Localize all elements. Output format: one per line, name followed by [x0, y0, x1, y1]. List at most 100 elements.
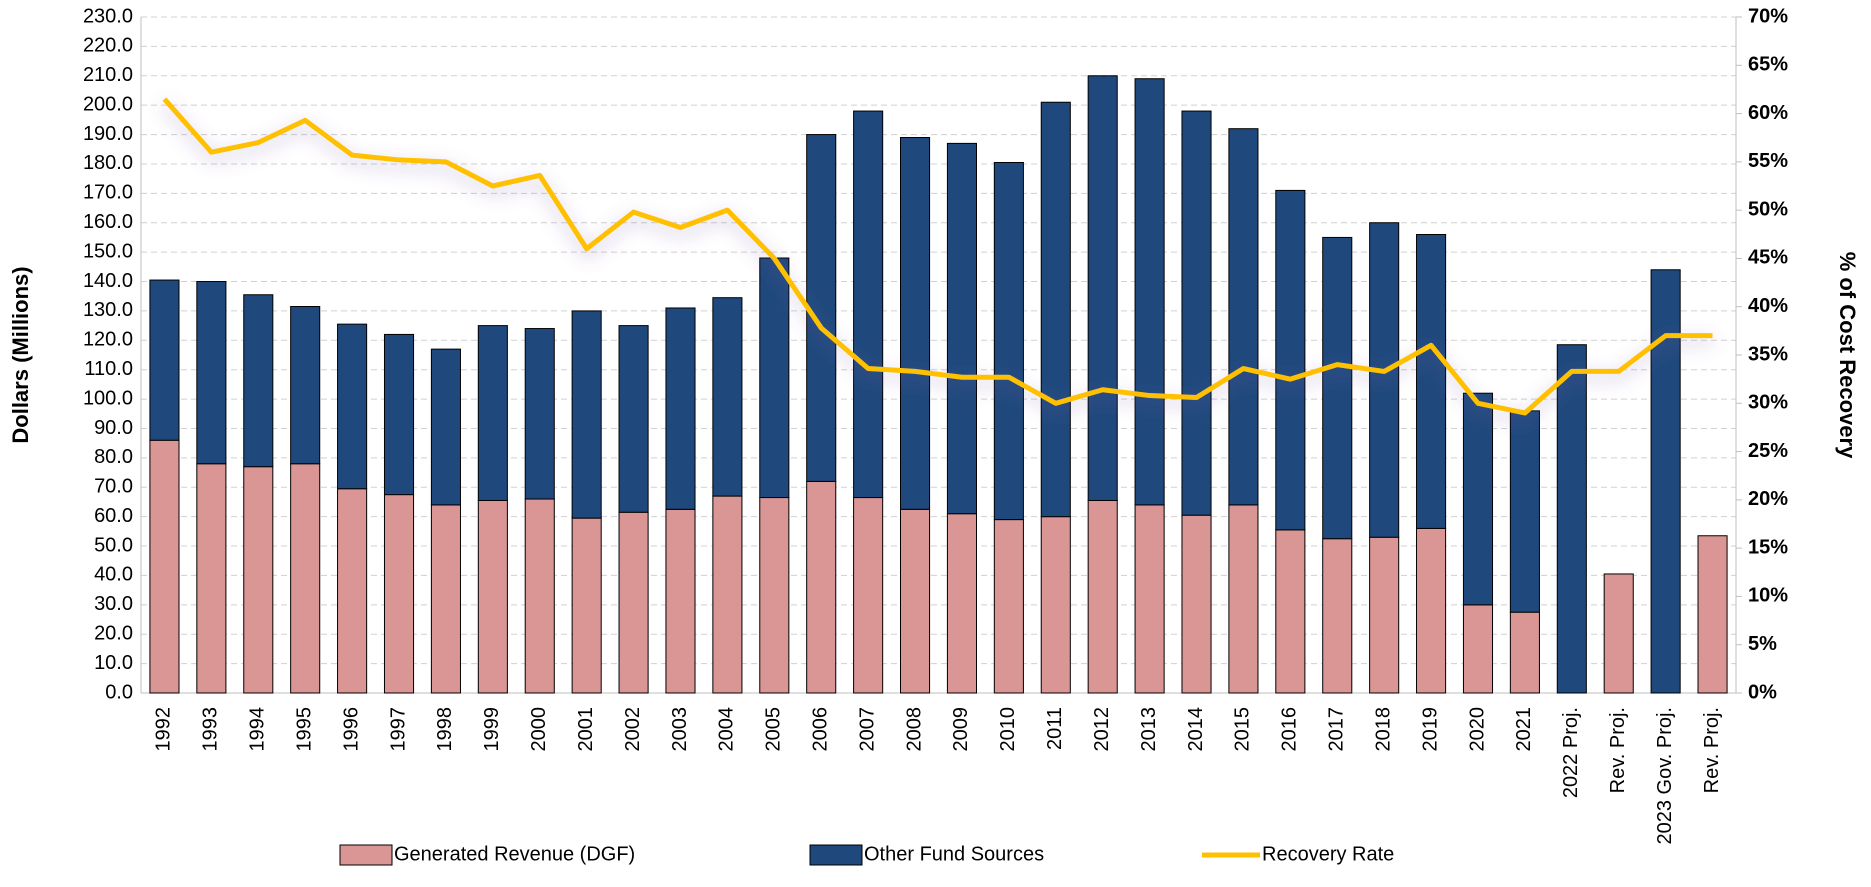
y-tick-label: 160.0: [83, 211, 133, 233]
bar-segment: [900, 137, 931, 510]
y-axis-title: Dollars (Millions): [8, 266, 33, 443]
bar-segment: [337, 323, 368, 490]
bar-segment: [477, 499, 508, 694]
y-tick-label: 220.0: [83, 35, 133, 57]
x-tick-label: 1995: [293, 707, 315, 752]
y-tick-label: 90.0: [94, 417, 133, 439]
bar-segment: [806, 480, 837, 694]
bar-segment: [524, 328, 555, 500]
bar-segment: [290, 306, 321, 465]
y2-tick-label: 10%: [1748, 585, 1788, 607]
y-tick-label: 230.0: [83, 5, 133, 27]
bar-segment: [806, 134, 837, 482]
y2-tick-label: 5%: [1748, 633, 1777, 655]
x-tick-label: 1998: [434, 707, 456, 752]
x-tick-label: 2023 Gov. Proj.: [1654, 707, 1676, 844]
bar-segment: [196, 463, 227, 694]
x-tick-label: 1999: [481, 707, 503, 752]
x-tick-label: 2012: [1091, 707, 1113, 752]
bar-segment: [618, 325, 649, 513]
bar-segment: [1556, 344, 1587, 694]
y-tick-label: 40.0: [94, 564, 133, 586]
x-tick-label: Rev. Proj.: [1607, 707, 1629, 793]
x-tick-label: Rev. Proj.: [1701, 707, 1723, 793]
y-tick-label: 100.0: [83, 387, 133, 409]
bar-segment: [1509, 410, 1540, 613]
bar-segment: [712, 297, 743, 497]
y-tick-label: 170.0: [83, 182, 133, 204]
legend-swatch: [339, 844, 393, 866]
y-tick-label: 200.0: [83, 93, 133, 115]
bar-segment: [337, 488, 368, 694]
bar-segment: [1181, 110, 1212, 516]
bar-segment: [1416, 233, 1447, 529]
x-tick-label: 2016: [1279, 707, 1301, 752]
bar-segment: [618, 511, 649, 694]
x-tick-label: 1994: [247, 707, 269, 752]
y-tick-label: 110.0: [84, 358, 133, 380]
bar-segment: [1087, 499, 1118, 694]
bar-segment: [1697, 535, 1728, 694]
bar-segment: [853, 497, 884, 694]
y-tick-label: 10.0: [94, 652, 133, 674]
bar-segment: [1369, 222, 1400, 538]
y2-tick-label: 50%: [1748, 198, 1788, 220]
bar-segment: [853, 110, 884, 499]
bar-segment: [1322, 236, 1353, 540]
bar-segment: [946, 513, 977, 694]
bar-segment: [1462, 604, 1494, 694]
bar-segment: [665, 508, 696, 694]
bar-segment: [759, 497, 790, 694]
y-tick-label: 210.0: [83, 64, 133, 86]
bar-segment: [571, 517, 602, 694]
x-tick-label: 2014: [1185, 707, 1207, 752]
x-tick-label: 2007: [856, 707, 878, 752]
bar-segment: [196, 281, 227, 465]
bar-segment: [1509, 611, 1540, 694]
bar-segment: [243, 294, 274, 468]
y2-tick-label: 25%: [1748, 440, 1788, 462]
bar-segment: [1181, 514, 1212, 694]
y-tick-label: 180.0: [83, 152, 133, 174]
bar-segment: [149, 439, 180, 694]
bar-segment: [993, 519, 1024, 694]
bar-segment: [1134, 504, 1165, 694]
y2-tick-label: 70%: [1748, 5, 1788, 27]
x-tick-label: 2001: [575, 707, 597, 752]
bar-segment: [290, 463, 321, 694]
x-tick-label: 2017: [1326, 707, 1348, 752]
bar-segment: [430, 504, 461, 694]
x-tick-label: 2010: [997, 707, 1019, 752]
x-tick-label: 2003: [669, 707, 691, 752]
bar-segment: [1603, 573, 1634, 694]
y-tick-label: 0.0: [105, 681, 133, 703]
y2-axis-title: % of Cost Recovery: [1835, 252, 1860, 459]
y2-tick-label: 35%: [1748, 343, 1788, 365]
bar-segment: [383, 494, 415, 694]
y-tick-label: 190.0: [83, 123, 133, 145]
bar-segment: [524, 498, 555, 694]
legend-label: Recovery Rate: [1262, 843, 1394, 865]
y2-tick-label: 20%: [1748, 488, 1788, 510]
bar-segment: [1369, 536, 1400, 694]
bar-segment: [1275, 189, 1306, 531]
x-tick-label: 2008: [903, 707, 925, 752]
y-tick-label: 60.0: [94, 505, 133, 527]
x-tick-label: 2006: [810, 707, 832, 752]
x-tick-label: 2000: [528, 707, 550, 752]
x-tick-label: 1992: [153, 707, 175, 752]
bar-segment: [477, 325, 508, 501]
bar-segment: [1322, 538, 1353, 694]
y-tick-label: 80.0: [94, 446, 133, 468]
x-tick-label: 2021: [1513, 707, 1535, 752]
y-tick-label: 20.0: [94, 622, 133, 644]
y-tick-label: 30.0: [94, 593, 133, 615]
x-tick-label: 2019: [1419, 707, 1441, 752]
bar-segment: [383, 333, 415, 496]
bar-segment: [1040, 101, 1071, 518]
y-tick-label: 120.0: [83, 329, 133, 351]
y2-tick-label: 0%: [1748, 681, 1777, 703]
y2-tick-label: 60%: [1748, 102, 1788, 124]
bar-segment: [243, 466, 274, 694]
